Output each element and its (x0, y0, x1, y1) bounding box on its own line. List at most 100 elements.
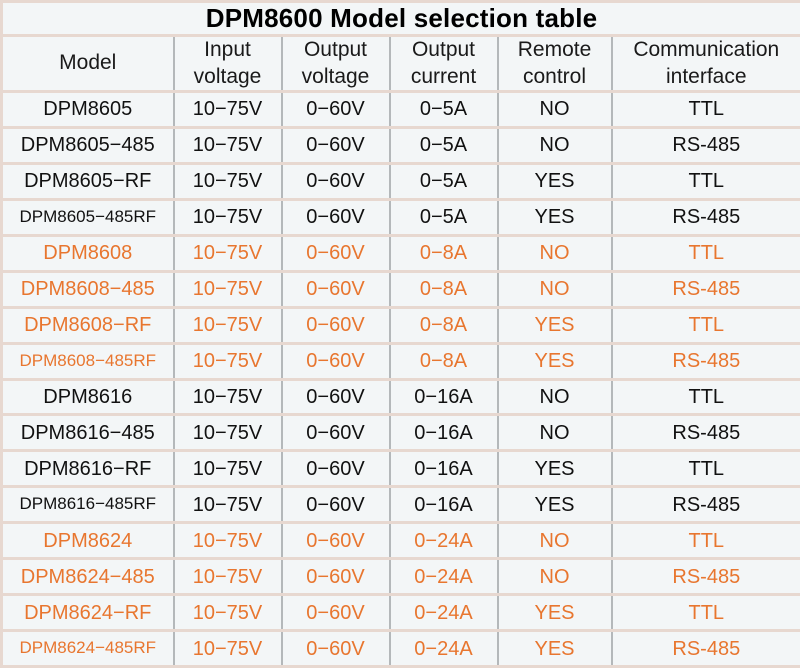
cell-remote-control: YES (496, 485, 613, 525)
cell-communication-interface: RS-485 (610, 485, 800, 525)
cell-remote-control: NO (496, 521, 613, 561)
cell-output-voltage: 0−60V (280, 269, 391, 309)
table-row: DPM8608−485 10−75V 0−60V 0−8A NO RS-485 (0, 269, 800, 309)
cell-output-voltage: 0−60V (280, 197, 391, 237)
column-header-output-voltage: Output voltage (280, 34, 391, 93)
title-row: DPM8600 Model selection table (1, 0, 800, 37)
cell-output-voltage: 0−60V (280, 629, 391, 668)
cell-input-voltage: 10−75V (172, 341, 283, 381)
cell-input-voltage: 10−75V (172, 521, 283, 561)
table-row: DPM8616−485RF 10−75V 0−60V 0−16A YES RS-485 (0, 485, 800, 525)
cell-model: DPM8608−485RF (0, 341, 175, 381)
cell-output-current: 0−16A (388, 485, 499, 525)
cell-output-current: 0−16A (388, 377, 499, 417)
cell-output-current: 0−16A (388, 413, 499, 453)
cell-input-voltage: 10−75V (172, 233, 283, 273)
cell-model: DPM8605−485RF (0, 197, 175, 237)
cell-output-voltage: 0−60V (280, 593, 391, 633)
cell-remote-control: YES (496, 305, 613, 345)
table-row: DPM8605 10−75V 0−60V 0−5A NO TTL (0, 90, 800, 129)
cell-remote-control: NO (496, 557, 613, 597)
cell-output-voltage: 0−60V (280, 233, 391, 273)
cell-output-current: 0−8A (388, 341, 499, 381)
cell-output-voltage: 0−60V (280, 413, 391, 453)
table-row: DPM8624−485 10−75V 0−60V 0−24A NO RS-485 (0, 557, 800, 597)
cell-output-voltage: 0−60V (280, 449, 391, 489)
cell-model: DPM8624−485RF (0, 629, 175, 668)
cell-input-voltage: 10−75V (172, 629, 283, 668)
cell-model: DPM8616−485 (0, 413, 175, 453)
cell-input-voltage: 10−75V (172, 593, 283, 633)
table-row: DPM8605−RF 10−75V 0−60V 0−5A YES TTL (0, 161, 800, 201)
table-row: DPM8624−RF 10−75V 0−60V 0−24A YES TTL (0, 593, 800, 633)
cell-output-voltage: 0−60V (280, 90, 391, 129)
cell-output-current: 0−5A (388, 90, 499, 129)
cell-output-voltage: 0−60V (280, 305, 391, 345)
cell-output-voltage: 0−60V (280, 341, 391, 381)
cell-input-voltage: 10−75V (172, 305, 283, 345)
column-header-input-voltage: Input voltage (172, 34, 283, 93)
table-row: DPM8624−485RF 10−75V 0−60V 0−24A YES RS-485 (0, 629, 800, 668)
table-row: DPM8608 10−75V 0−60V 0−8A NO TTL (0, 233, 800, 273)
cell-remote-control: NO (496, 269, 613, 309)
cell-input-voltage: 10−75V (172, 413, 283, 453)
table-row: DPM8605−485RF 10−75V 0−60V 0−5A YES RS-485 (0, 197, 800, 237)
cell-model: DPM8616−RF (0, 449, 175, 489)
table-row: DPM8616−485 10−75V 0−60V 0−16A NO RS-485 (0, 413, 800, 453)
cell-communication-interface: RS-485 (610, 629, 800, 668)
cell-model: DPM8605−RF (0, 161, 175, 201)
table-body: DPM8605 10−75V 0−60V 0−5A NO TTL DPM8605−485 10… (0, 90, 800, 668)
cell-input-voltage: 10−75V (172, 197, 283, 237)
cell-communication-interface: TTL (610, 305, 800, 345)
cell-communication-interface: TTL (610, 161, 800, 201)
column-header-communication-interface: Communication interface (610, 34, 800, 93)
cell-model: DPM8605 (0, 90, 175, 129)
cell-output-current: 0−8A (388, 269, 499, 309)
cell-input-voltage: 10−75V (172, 269, 283, 309)
cell-output-current: 0−8A (388, 305, 499, 345)
cell-remote-control: YES (496, 197, 613, 237)
cell-remote-control: NO (496, 233, 613, 273)
cell-input-voltage: 10−75V (172, 90, 283, 129)
cell-output-voltage: 0−60V (280, 485, 391, 525)
cell-input-voltage: 10−75V (172, 485, 283, 525)
table-row: DPM8624 10−75V 0−60V 0−24A NO TTL (0, 521, 800, 561)
cell-communication-interface: TTL (610, 233, 800, 273)
cell-communication-interface: TTL (610, 377, 800, 417)
cell-remote-control: NO (496, 413, 613, 453)
cell-communication-interface: TTL (610, 90, 800, 129)
page-title: DPM8600 Model selection table (1, 0, 800, 37)
cell-model: DPM8608 (0, 233, 175, 273)
cell-input-voltage: 10−75V (172, 557, 283, 597)
cell-communication-interface: RS-485 (610, 269, 800, 309)
cell-remote-control: NO (496, 125, 613, 165)
cell-input-voltage: 10−75V (172, 377, 283, 417)
header-row: Model Input voltage Output voltage Outpu… (0, 34, 800, 93)
column-header-remote-control: Remote control (496, 34, 613, 93)
table-row: DPM8616 10−75V 0−60V 0−16A NO TTL (0, 377, 800, 417)
cell-communication-interface: RS-485 (610, 341, 800, 381)
cell-communication-interface: RS-485 (610, 557, 800, 597)
cell-output-voltage: 0−60V (280, 125, 391, 165)
cell-communication-interface: RS-485 (610, 197, 800, 237)
cell-model: DPM8624−RF (0, 593, 175, 633)
cell-remote-control: YES (496, 341, 613, 381)
cell-remote-control: YES (496, 629, 613, 668)
cell-model: DPM8616−485RF (0, 485, 175, 525)
cell-remote-control: YES (496, 161, 613, 201)
table-row: DPM8608−485RF 10−75V 0−60V 0−8A YES RS-485 (0, 341, 800, 381)
cell-output-current: 0−5A (388, 161, 499, 201)
cell-output-current: 0−24A (388, 593, 499, 633)
cell-model: DPM8608−RF (0, 305, 175, 345)
cell-remote-control: YES (496, 449, 613, 489)
cell-output-current: 0−5A (388, 125, 499, 165)
cell-output-current: 0−5A (388, 197, 499, 237)
cell-model: DPM8616 (0, 377, 175, 417)
cell-communication-interface: TTL (610, 449, 800, 489)
cell-remote-control: YES (496, 593, 613, 633)
table-row: DPM8616−RF 10−75V 0−60V 0−16A YES TTL (0, 449, 800, 489)
table-row: DPM8608−RF 10−75V 0−60V 0−8A YES TTL (0, 305, 800, 345)
cell-model: DPM8624 (0, 521, 175, 561)
